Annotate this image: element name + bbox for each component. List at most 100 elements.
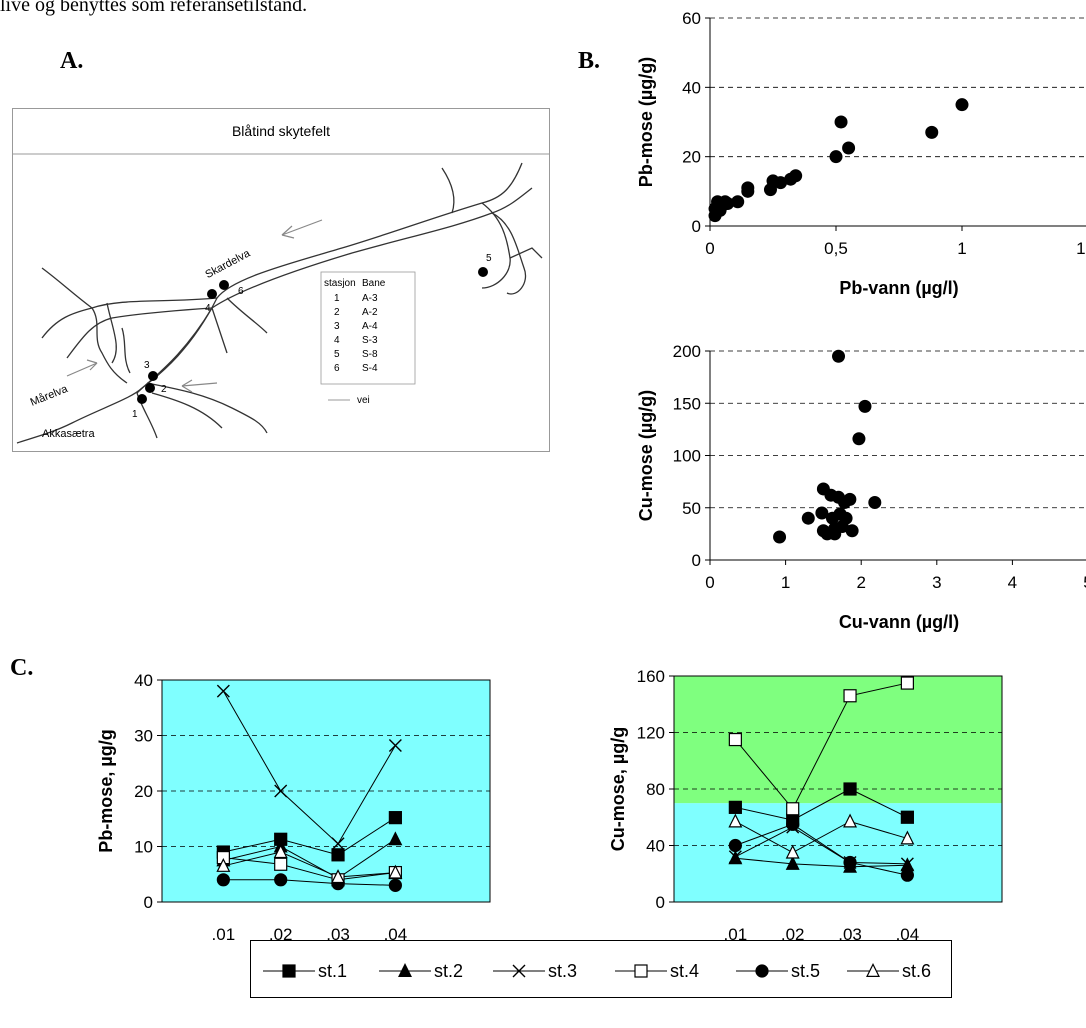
data-point-st.5 xyxy=(786,817,800,831)
station-label-3: 3 xyxy=(144,360,150,371)
scatter-point xyxy=(843,492,857,506)
legend-label: st.4 xyxy=(670,961,699,981)
data-point-st.3 xyxy=(900,857,914,871)
station-1 xyxy=(137,394,147,404)
scatter-point xyxy=(845,524,859,538)
legend-marker xyxy=(866,963,880,978)
table-cell-bane: A-3 xyxy=(362,293,378,304)
x-tick-label: 0 xyxy=(705,573,714,592)
data-point-st.1 xyxy=(900,810,914,824)
data-point-st.1 xyxy=(388,811,402,825)
y-tick-label: 200 xyxy=(673,342,701,361)
y-tick-label: 0 xyxy=(692,217,701,236)
data-point-st.6 xyxy=(273,844,288,859)
data-point-st.3 xyxy=(728,850,742,864)
data-point-st.2 xyxy=(785,855,800,870)
road-legend-label: vei xyxy=(357,395,370,406)
table-cell-bane: S-8 xyxy=(362,349,378,360)
data-point-st.6 xyxy=(900,830,915,845)
station-5 xyxy=(478,267,488,277)
scatter-point xyxy=(773,530,787,544)
data-point-st.5 xyxy=(900,868,914,882)
y-tick-label: 150 xyxy=(673,394,701,413)
y-axis-label: Pb-mose (µg/g) xyxy=(636,57,656,187)
data-point-st.6 xyxy=(785,844,800,859)
table-cell-bane: S-3 xyxy=(362,335,378,346)
series-line-st.4 xyxy=(734,682,908,810)
station-table: stasjon Bane 1 A-3 2 A-2 3 A-4 4 S-3 5 S-8 6 S-4 xyxy=(320,271,416,385)
series-line-st.3 xyxy=(222,690,396,845)
legend-label: st.2 xyxy=(434,961,463,981)
y-tick-label: 120 xyxy=(637,724,665,743)
table-cell-stasjon: 5 xyxy=(334,349,340,360)
data-point-st.5 xyxy=(274,873,288,887)
data-point-st.3 xyxy=(274,784,288,798)
scatter-chart-cu: 0 50 100 150 200 0 1 2 3 4 5 Cu-vann (µg/l) Cu-mose … xyxy=(636,342,1086,632)
legend-label: st.3 xyxy=(548,961,577,981)
y-tick-label: 160 xyxy=(637,667,665,686)
plot-frame xyxy=(161,679,491,903)
data-point-st.6 xyxy=(388,864,403,879)
table-cell-stasjon: 3 xyxy=(334,321,340,332)
scatter-point xyxy=(858,399,872,413)
scatter-point xyxy=(801,511,815,525)
background-band xyxy=(674,803,1002,902)
station-2 xyxy=(145,383,155,393)
data-point-st.5 xyxy=(843,855,857,870)
series-line-st.1 xyxy=(223,817,396,856)
x-tick-label: .01 xyxy=(212,925,236,944)
y-tick-label: 40 xyxy=(646,837,665,856)
line-chart-pb: 0 10 20 30 40 .01 .02 .03 .04 Pb-mose, µg/g xyxy=(96,671,491,944)
station-label-2: 2 xyxy=(161,384,167,395)
y-tick-label: 0 xyxy=(144,893,153,912)
panel-label-b: B. xyxy=(578,48,601,74)
x-tick-label: 2 xyxy=(856,573,865,592)
station-labels: 1 2 3 4 5 6 xyxy=(132,253,492,420)
data-point-st.4 xyxy=(900,676,914,690)
chart-legend: st.1 st.2 st.3 st.4 st.5 st.6 xyxy=(250,940,952,998)
data-point-st.6 xyxy=(728,813,743,828)
x-axis-label: Cu-vann (µg/l) xyxy=(839,612,959,632)
y-tick-label: 50 xyxy=(682,499,701,518)
data-point-st.6 xyxy=(331,869,346,884)
data-point-st.1 xyxy=(843,782,857,796)
y-tick-label: 100 xyxy=(673,447,701,466)
series-line-st.3 xyxy=(735,826,908,865)
y-tick-label: 80 xyxy=(646,780,665,799)
scatter-point xyxy=(832,349,846,363)
data-point-st.6 xyxy=(843,813,858,828)
x-tick-label: 3 xyxy=(932,573,941,592)
data-point-st.5 xyxy=(388,878,402,892)
y-tick-label: 40 xyxy=(134,671,153,690)
x-tick-label: .03 xyxy=(326,925,350,944)
scatter-point xyxy=(842,141,856,155)
scatter-point xyxy=(839,511,853,525)
x-tick-label: 1 xyxy=(781,573,790,592)
scatter-point xyxy=(815,506,829,520)
legend-marker xyxy=(282,964,296,978)
heading-fragment: live og benyttes som referansetilstand. xyxy=(0,0,308,16)
y-tick-label: 10 xyxy=(134,838,153,857)
scatter-point xyxy=(741,181,755,195)
series-line-st.2 xyxy=(223,838,396,879)
scatter-point xyxy=(834,115,848,129)
map-figure: Blåtind skytefelt Skardelva Mårelva Akka… xyxy=(12,108,550,452)
data-point-st.4 xyxy=(786,802,800,816)
legend-marker xyxy=(398,963,412,978)
data-point-st.2 xyxy=(388,831,403,846)
legend-label: st.5 xyxy=(791,961,820,981)
legend-marker xyxy=(512,964,526,978)
station-label-4: 4 xyxy=(205,303,211,314)
y-tick-label: 60 xyxy=(682,9,701,28)
x-tick-label: 1 xyxy=(957,239,966,258)
panel-label-a: A. xyxy=(60,48,84,74)
station-label-5: 5 xyxy=(486,253,492,264)
x-tick-label: .04 xyxy=(384,925,408,944)
series-line-st.6 xyxy=(735,820,908,854)
table-cell-stasjon: 4 xyxy=(334,335,340,346)
line-chart-cu: 0 40 80 120 160 .01 .02 .03 .04 Cu-mose, µg/g xyxy=(608,667,1003,944)
scatter-point xyxy=(868,496,882,510)
station-markers xyxy=(137,267,488,404)
table-header-bane: Bane xyxy=(362,278,386,289)
station-3 xyxy=(148,371,158,381)
